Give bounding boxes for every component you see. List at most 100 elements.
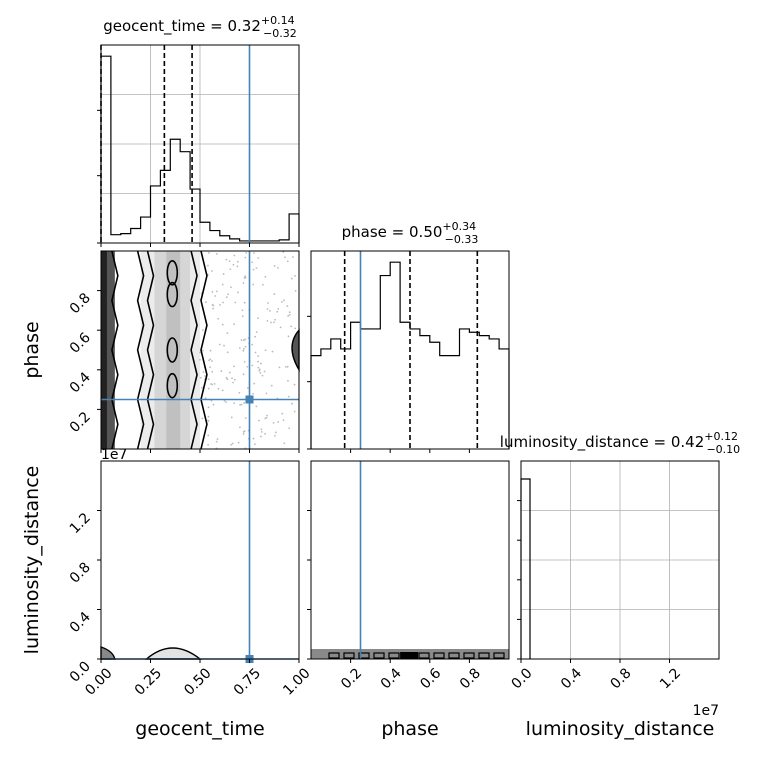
scatter-point <box>206 264 209 267</box>
contour-line <box>100 646 116 660</box>
scatter-point <box>252 283 255 286</box>
scatter-point <box>222 301 224 304</box>
scatter-point <box>254 335 256 338</box>
scatter-point <box>270 384 273 387</box>
x-axis-label: geocent_time <box>135 718 264 740</box>
offset-text: 1e7 <box>101 447 127 463</box>
scatter-point <box>279 326 282 329</box>
scatter-point <box>212 307 214 310</box>
scatter-point <box>257 355 260 358</box>
scatter-point <box>240 339 243 341</box>
scatter-point <box>264 349 267 352</box>
scatter-point <box>229 268 232 271</box>
scatter-point <box>257 366 260 369</box>
scatter-point <box>244 338 247 341</box>
x-tick-label: 0.50 <box>181 665 214 698</box>
scatter-point <box>257 257 260 259</box>
scatter-point <box>204 397 207 400</box>
histogram-line <box>520 478 531 659</box>
contour-line <box>166 281 179 308</box>
scatter-point <box>270 321 272 324</box>
panel-geocent-time-vs-luminosity-distance <box>100 460 300 660</box>
scatter-point <box>225 258 228 261</box>
scatter-point <box>244 256 247 259</box>
scatter-point <box>271 350 274 353</box>
scatter-point <box>216 438 219 440</box>
scatter-point <box>288 311 291 314</box>
truth-marker <box>245 395 254 404</box>
scatter-point <box>207 443 209 446</box>
contour-line <box>166 372 179 399</box>
contour-line <box>166 259 179 286</box>
scatter-point <box>225 296 228 299</box>
contour-line <box>358 652 370 659</box>
scatter-point <box>253 252 255 254</box>
scatter-point <box>294 327 297 330</box>
y-tick-label: 0.8 <box>67 290 94 317</box>
scatter-point <box>266 414 268 417</box>
scatter-point <box>255 331 258 334</box>
scatter-point <box>258 369 261 372</box>
scatter-point <box>202 371 205 373</box>
scatter-point <box>242 431 245 433</box>
contour-line <box>146 250 155 450</box>
scatter-point <box>269 309 271 312</box>
scatter-point <box>283 442 286 445</box>
scatter-point <box>273 265 276 267</box>
scatter-point <box>226 351 229 354</box>
scatter-point <box>226 378 229 381</box>
scatter-point <box>234 301 237 304</box>
y-tick-label: 0.4 <box>67 369 94 396</box>
scatter-point <box>260 428 263 431</box>
density-band <box>101 251 107 449</box>
scatter-point <box>257 360 259 363</box>
scatter-point <box>225 401 228 404</box>
scatter-point <box>231 442 234 445</box>
scatter-point <box>219 303 221 306</box>
scatter-point <box>238 391 241 394</box>
scatter-point <box>201 417 204 420</box>
contour-line <box>328 652 340 659</box>
scatter-point <box>266 320 269 322</box>
contour-line <box>478 652 490 659</box>
scatter-point <box>239 403 241 406</box>
scatter-point <box>199 376 202 379</box>
panel-phase-vs-luminosity-distance <box>310 460 510 660</box>
scatter-point <box>243 361 246 363</box>
scatter-point <box>233 365 235 368</box>
scatter-point <box>257 317 259 320</box>
scatter-point <box>199 351 201 354</box>
scatter-point <box>246 386 249 389</box>
scatter-point <box>264 417 267 420</box>
scatter-point <box>287 335 290 338</box>
offset-text: 1e7 <box>693 703 719 719</box>
scatter-point <box>211 360 213 362</box>
contour-line <box>463 652 475 659</box>
scatter-point <box>207 434 210 437</box>
scatter-point <box>252 268 255 271</box>
scatter-point <box>207 387 210 390</box>
scatter-point <box>209 358 212 361</box>
scatter-point <box>280 300 283 303</box>
scatter-point <box>221 283 224 286</box>
contour-line <box>448 652 460 659</box>
scatter-point <box>246 365 249 368</box>
scatter-point <box>290 277 293 280</box>
scatter-point <box>215 290 218 293</box>
scatter-point <box>284 256 286 259</box>
scatter-point <box>244 417 247 419</box>
scatter-point <box>207 378 210 381</box>
scatter-point <box>261 374 264 377</box>
scatter-point <box>258 419 260 422</box>
scatter-point <box>201 349 204 352</box>
scatter-point <box>242 433 245 435</box>
y-axis-label: luminosity_distance <box>21 466 43 655</box>
scatter-point <box>199 358 201 361</box>
scatter-point <box>217 317 220 320</box>
scatter-point <box>293 410 296 413</box>
contour-line <box>433 652 445 659</box>
contour-line <box>493 652 505 659</box>
scatter-point <box>265 416 268 419</box>
scatter-point <box>214 295 217 297</box>
